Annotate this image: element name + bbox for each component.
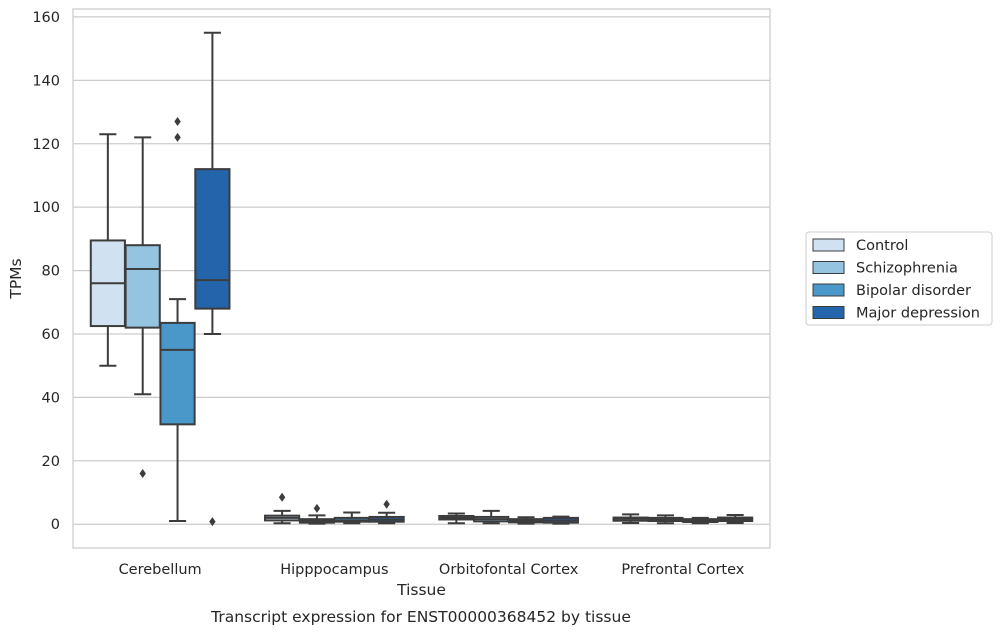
legend-swatch bbox=[812, 283, 845, 297]
x-tick-label: Cerebellum bbox=[119, 562, 202, 578]
y-tick-label: 100 bbox=[32, 200, 60, 216]
box-0-1 bbox=[124, 136, 161, 478]
outlier-point bbox=[313, 503, 321, 513]
box-3-2 bbox=[682, 516, 719, 525]
outlier-point bbox=[174, 132, 181, 142]
box-1-2 bbox=[333, 511, 370, 525]
y-tick-label: 60 bbox=[42, 327, 60, 343]
y-axis-label: TPMs bbox=[7, 258, 25, 299]
box-0-2 bbox=[159, 117, 196, 523]
box-series bbox=[89, 31, 754, 527]
box-0-3 bbox=[194, 31, 231, 527]
box-2-2 bbox=[507, 516, 545, 525]
x-tick-label: Hipppocampus bbox=[280, 562, 388, 578]
box-body bbox=[124, 244, 161, 329]
box-0-0 bbox=[89, 133, 126, 367]
box-body bbox=[159, 321, 196, 426]
y-tick-label: 40 bbox=[42, 390, 60, 406]
outlier-point bbox=[278, 492, 286, 502]
box-1-3 bbox=[368, 499, 405, 525]
legend-swatch bbox=[812, 238, 845, 252]
y-tick-label: 0 bbox=[51, 517, 60, 533]
box-2-1 bbox=[473, 509, 510, 525]
box-1-1 bbox=[298, 503, 336, 525]
y-tick-label: 120 bbox=[32, 137, 60, 153]
legend-label: Bipolar disorder bbox=[856, 283, 971, 299]
x-tick-label: Orbitofontal Cortex bbox=[439, 562, 579, 578]
outlier-point bbox=[139, 468, 146, 478]
outlier-point bbox=[383, 499, 390, 509]
outlier-point bbox=[174, 117, 181, 127]
box-3-3 bbox=[717, 514, 754, 524]
x-axis-label: Tissue bbox=[396, 581, 446, 599]
legend-label: Schizophrenia bbox=[856, 261, 958, 277]
outlier-point bbox=[209, 517, 216, 527]
y-tick-label: 20 bbox=[42, 454, 60, 470]
legend-swatch bbox=[812, 306, 845, 319]
legend-label: Major depression bbox=[856, 306, 980, 322]
x-tick-label: Prefrontal Cortex bbox=[621, 562, 744, 578]
plot-area bbox=[72, 8, 771, 549]
box-3-1 bbox=[647, 514, 684, 525]
box-2-3 bbox=[542, 515, 579, 525]
legend-swatch bbox=[812, 261, 845, 274]
y-tick-labels: 0 20 40 60 80 100 120 140 160 bbox=[32, 10, 60, 533]
box-3-0 bbox=[612, 513, 649, 524]
y-tick-label: 80 bbox=[42, 264, 60, 280]
box-2-0 bbox=[438, 512, 475, 525]
legend-frame bbox=[805, 231, 993, 326]
box-body bbox=[194, 168, 231, 310]
box-1-0 bbox=[264, 492, 301, 525]
chart-caption: Transcript expression for ENST0000036845… bbox=[210, 608, 631, 626]
y-tick-label: 140 bbox=[32, 73, 60, 89]
legend: Control Schizophrenia Bipolar disorder Majo… bbox=[805, 231, 993, 326]
y-tick-label: 160 bbox=[32, 10, 60, 26]
x-tick-labels: Cerebellum Hipppocampus Orbitofontal Corte… bbox=[119, 562, 745, 578]
legend-label: Control bbox=[856, 238, 908, 254]
